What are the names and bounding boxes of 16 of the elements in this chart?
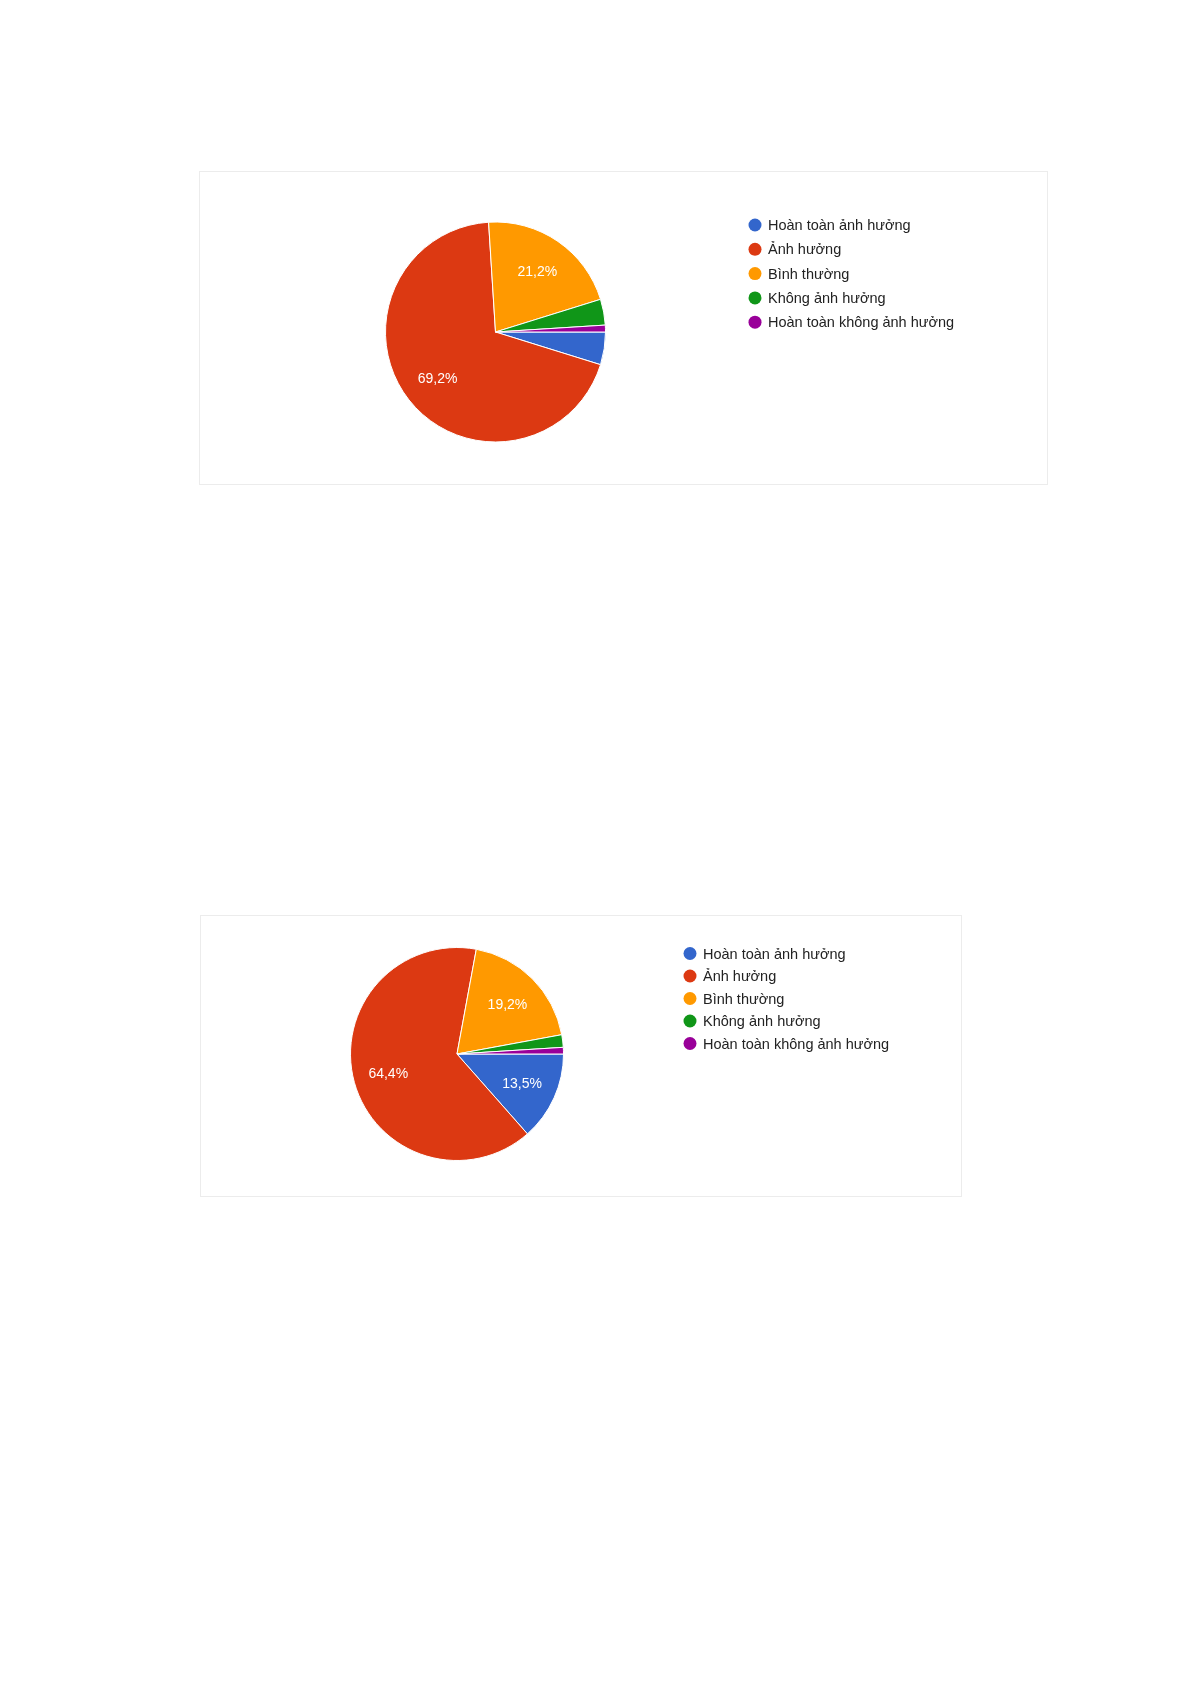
legend-label: Bình thường	[703, 990, 785, 1007]
legend-label: Ảnh hưởng	[703, 968, 777, 984]
data-label: 64,4%	[368, 1065, 409, 1082]
data-label: 69,2%	[417, 369, 458, 386]
data-label: 19,2%	[487, 995, 528, 1012]
legend-label: Hoàn toàn ảnh hưởng	[768, 217, 911, 233]
legend-label: Không ảnh hưởng	[768, 289, 886, 306]
data-label: 21,2%	[517, 263, 558, 280]
legend-label: Hoàn toàn ảnh hưởng	[703, 945, 846, 962]
pie-slice	[385, 221, 602, 443]
legend-label: Hoàn toàn không ảnh hưởng	[768, 314, 955, 331]
legend-label: Hoàn toàn không ảnh hưởng	[703, 1035, 890, 1052]
legend-label: Ảnh hưởng	[768, 241, 842, 258]
legend-label: Không ảnh hưởng	[703, 1013, 821, 1029]
legend-label: Bình thường	[768, 265, 850, 282]
data-label: 13,5%	[502, 1075, 542, 1092]
